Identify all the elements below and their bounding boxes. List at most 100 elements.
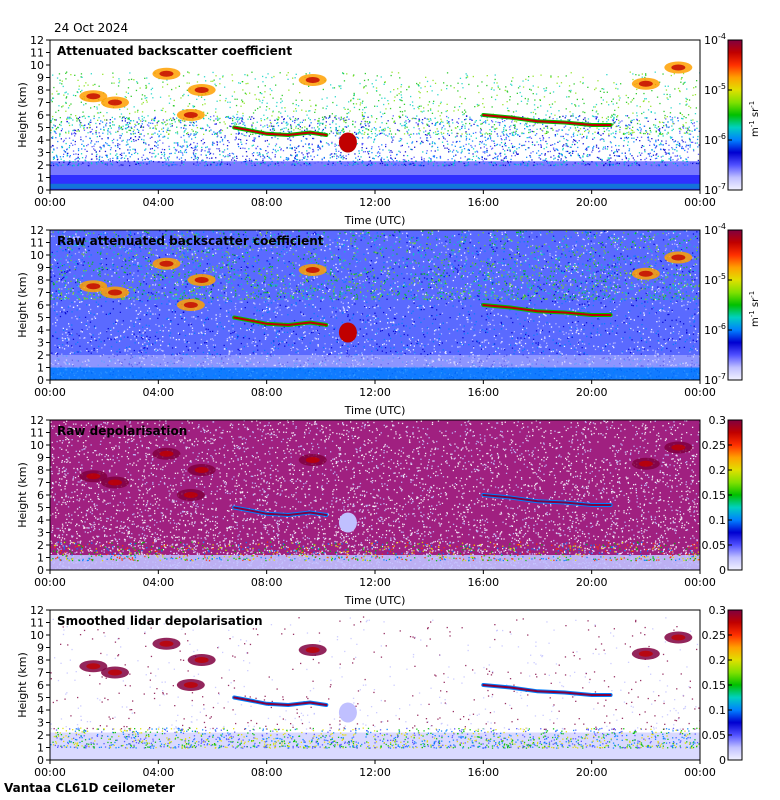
y-axis-label: Height (km): [16, 82, 29, 148]
x-tick-label: 16:00: [467, 386, 499, 399]
y-tick-label: 1: [37, 552, 44, 565]
y-tick-label: 12: [30, 34, 44, 47]
y-tick-label: 4: [37, 514, 44, 527]
x-tick-label: 16:00: [467, 196, 499, 209]
x-axis-label: Time (UTC): [344, 404, 406, 417]
panel-title: Attenuated backscatter coefficient: [57, 44, 292, 58]
y-tick-label: 7: [37, 287, 44, 300]
colorbar-tick-label: 10-5: [704, 82, 726, 97]
y-tick-label: 4: [37, 704, 44, 717]
x-tick-label: 00:00: [684, 386, 716, 399]
y-axis-label: Height (km): [16, 652, 29, 718]
panel-4: Smoothed lidar depolarisation01234567891…: [16, 604, 743, 779]
colorbar-unit: m-1 sr-1: [748, 291, 761, 327]
y-tick-label: 8: [37, 274, 44, 287]
y-tick-label: 6: [37, 109, 44, 122]
panel-title: Raw attenuated backscatter coefficient: [57, 234, 324, 248]
colorbar-tick-label: 10-5: [704, 272, 726, 287]
y-tick-label: 2: [37, 729, 44, 742]
x-tick-label: 08:00: [251, 196, 283, 209]
y-tick-label: 7: [37, 667, 44, 680]
colorbar-tick-label: 0.05: [702, 729, 727, 742]
y-tick-label: 2: [37, 349, 44, 362]
y-tick-label: 3: [37, 147, 44, 160]
y-tick-label: 12: [30, 224, 44, 237]
y-tick-label: 5: [37, 502, 44, 515]
y-tick-label: 0: [37, 374, 44, 387]
colorbar-tick-label: 10-7: [704, 182, 726, 197]
x-tick-label: 04:00: [142, 576, 174, 589]
colorbar-tick-label: 10-6: [704, 322, 726, 337]
y-tick-label: 1: [37, 742, 44, 755]
panel-title: Raw depolarisation: [57, 424, 187, 438]
colorbar-tick-label: 0.3: [709, 604, 727, 617]
y-tick-label: 2: [37, 539, 44, 552]
x-tick-label: 16:00: [467, 576, 499, 589]
panel-1: Attenuated backscatter coefficient012345…: [16, 32, 761, 227]
x-tick-label: 08:00: [251, 766, 283, 779]
y-tick-label: 10: [30, 439, 44, 452]
x-tick-label: 04:00: [142, 196, 174, 209]
colorbar-tick-label: 0.2: [709, 464, 727, 477]
colorbar: [727, 39, 743, 191]
x-tick-label: 00:00: [34, 766, 66, 779]
x-tick-label: 12:00: [359, 766, 391, 779]
x-tick-label: 12:00: [359, 386, 391, 399]
colorbar-tick-label: 0.05: [702, 539, 727, 552]
x-axis-label: Time (UTC): [344, 214, 406, 227]
y-tick-label: 1: [37, 172, 44, 185]
y-tick-label: 3: [37, 527, 44, 540]
x-tick-label: 20:00: [576, 196, 608, 209]
y-tick-label: 11: [30, 47, 44, 60]
date-label: 24 Oct 2024: [54, 21, 128, 35]
y-tick-label: 8: [37, 464, 44, 477]
x-tick-label: 00:00: [684, 576, 716, 589]
colorbar-tick-label: 10-7: [704, 372, 726, 387]
y-tick-label: 5: [37, 312, 44, 325]
x-tick-label: 12:00: [359, 196, 391, 209]
y-tick-label: 6: [37, 679, 44, 692]
y-tick-label: 5: [37, 692, 44, 705]
x-tick-label: 00:00: [34, 576, 66, 589]
y-tick-label: 12: [30, 604, 44, 617]
footer-label: Vantaa CL61D ceilometer: [4, 781, 175, 795]
panel-2: Raw attenuated backscatter coefficient 0 1…: [16, 222, 761, 417]
colorbar-tick-label: 0.25: [702, 629, 727, 642]
ceilometer-figure: Attenuated backscatter coefficient012345…: [16, 32, 761, 779]
x-tick-label: 08:00: [251, 576, 283, 589]
x-tick-label: 16:00: [467, 766, 499, 779]
colorbar-tick-label: 0: [719, 754, 726, 767]
y-tick-label: 4: [37, 324, 44, 337]
y-tick-label: 11: [30, 617, 44, 630]
y-axis-label: Height (km): [16, 272, 29, 338]
y-tick-label: 2: [37, 159, 44, 172]
y-tick-label: 3: [37, 337, 44, 350]
colorbar: [727, 229, 743, 381]
y-tick-label: 4: [37, 134, 44, 147]
x-tick-label: 20:00: [576, 386, 608, 399]
colorbar-tick-label: 0.1: [709, 704, 727, 717]
colorbar-tick-label: 0.3: [709, 414, 727, 427]
colorbar-tick-label: 10-4: [704, 32, 726, 47]
heatmap-cells: [50, 616, 700, 760]
colorbar-tick-label: 10-6: [704, 132, 726, 147]
y-tick-label: 11: [30, 427, 44, 440]
y-tick-label: 8: [37, 84, 44, 97]
y-tick-label: 12: [30, 414, 44, 427]
y-tick-label: 10: [30, 59, 44, 72]
y-tick-label: 7: [37, 97, 44, 110]
y-tick-label: 6: [37, 489, 44, 502]
y-tick-label: 5: [37, 122, 44, 135]
y-tick-label: 0: [37, 184, 44, 197]
x-tick-label: 00:00: [684, 766, 716, 779]
y-tick-label: 10: [30, 249, 44, 262]
y-tick-label: 10: [30, 629, 44, 642]
y-tick-label: 0: [37, 564, 44, 577]
x-tick-label: 20:00: [576, 766, 608, 779]
colorbar-tick-label: 0.25: [702, 439, 727, 452]
y-axis-label: Height (km): [16, 462, 29, 528]
y-tick-label: 9: [37, 452, 44, 465]
y-tick-label: 8: [37, 654, 44, 667]
y-tick-label: 9: [37, 72, 44, 85]
